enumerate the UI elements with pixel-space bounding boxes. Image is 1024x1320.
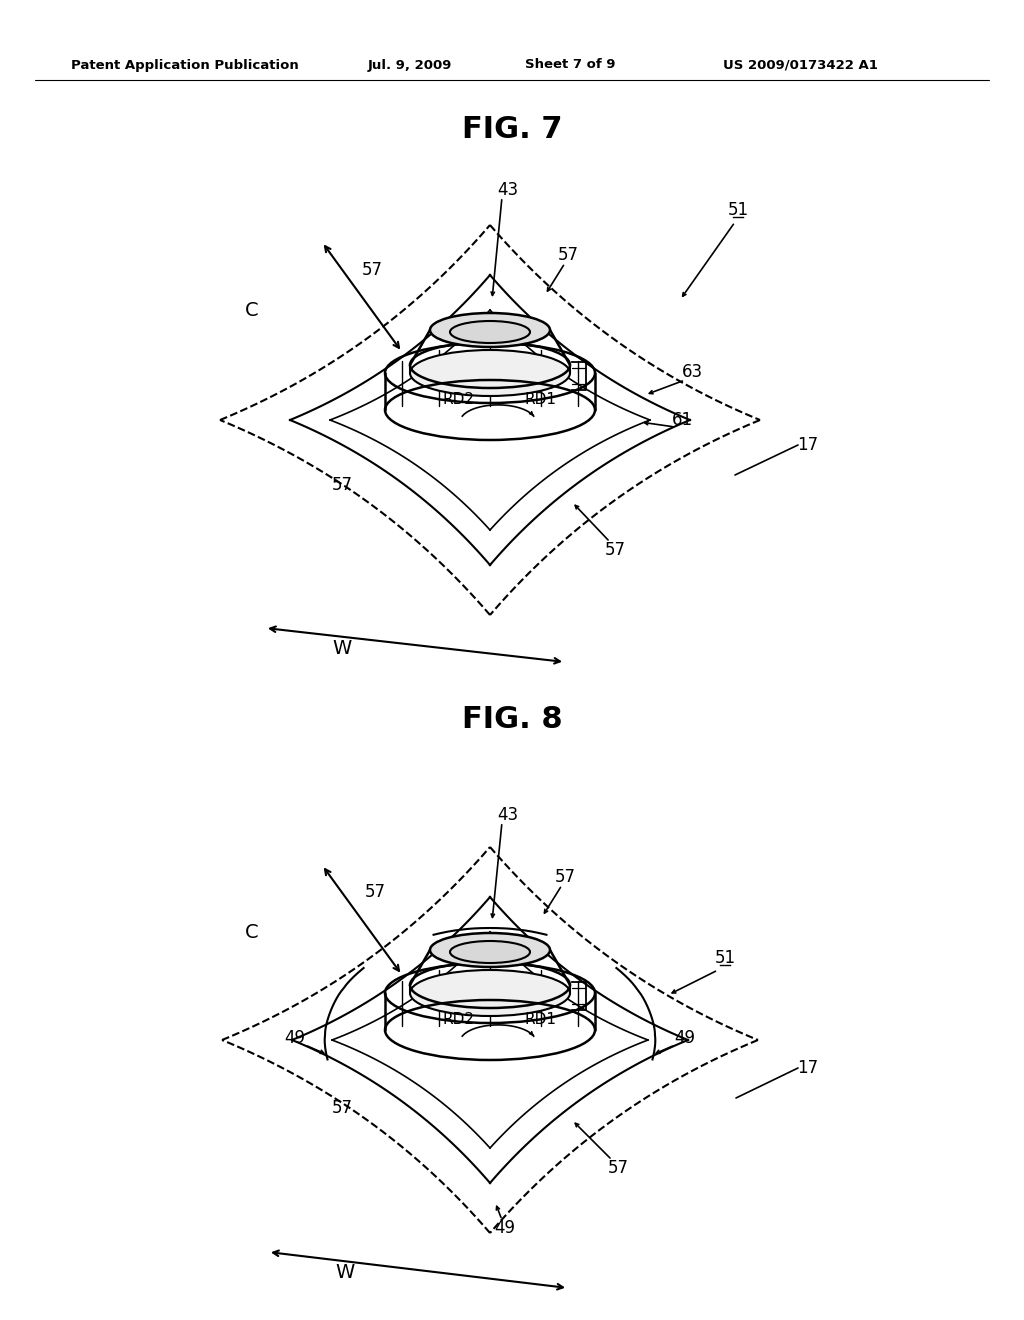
Text: 51: 51 [727,201,749,219]
Text: 45: 45 [488,329,512,347]
Text: Patent Application Publication: Patent Application Publication [71,58,299,71]
Text: 57: 57 [332,1100,352,1117]
Text: 17: 17 [798,436,818,454]
Text: RD1: RD1 [524,392,556,408]
Text: 61: 61 [672,411,692,429]
Ellipse shape [410,970,570,1016]
Text: 57: 57 [332,477,352,494]
Text: C: C [245,923,259,941]
Text: 57: 57 [607,1159,629,1177]
Text: 57: 57 [365,883,385,902]
Text: 43: 43 [498,181,518,199]
Text: 57: 57 [361,261,383,279]
Ellipse shape [430,313,550,347]
Text: Jul. 9, 2009: Jul. 9, 2009 [368,58,453,71]
Text: 51: 51 [715,949,735,968]
Text: RD2: RD2 [442,1012,474,1027]
Text: US 2009/0173422 A1: US 2009/0173422 A1 [723,58,878,71]
Text: 63: 63 [681,363,702,381]
Text: 57: 57 [604,541,626,558]
Ellipse shape [450,321,530,343]
Text: 43: 43 [498,807,518,824]
Text: 45: 45 [488,949,512,968]
Text: C: C [245,301,259,319]
Text: 49: 49 [675,1030,695,1047]
Text: RD1: RD1 [524,1012,556,1027]
Text: W: W [333,639,351,657]
Text: W: W [336,1262,354,1282]
Text: 57: 57 [555,869,575,886]
Text: Sheet 7 of 9: Sheet 7 of 9 [524,58,615,71]
Text: RD2: RD2 [442,392,474,408]
Text: 57: 57 [557,246,579,264]
Text: 49: 49 [285,1030,305,1047]
Text: 49: 49 [495,1218,515,1237]
Text: 17: 17 [798,1059,818,1077]
Ellipse shape [410,350,570,396]
Text: FIG. 7: FIG. 7 [462,116,562,144]
Text: FIG. 8: FIG. 8 [462,705,562,734]
Ellipse shape [450,941,530,964]
Ellipse shape [430,933,550,968]
